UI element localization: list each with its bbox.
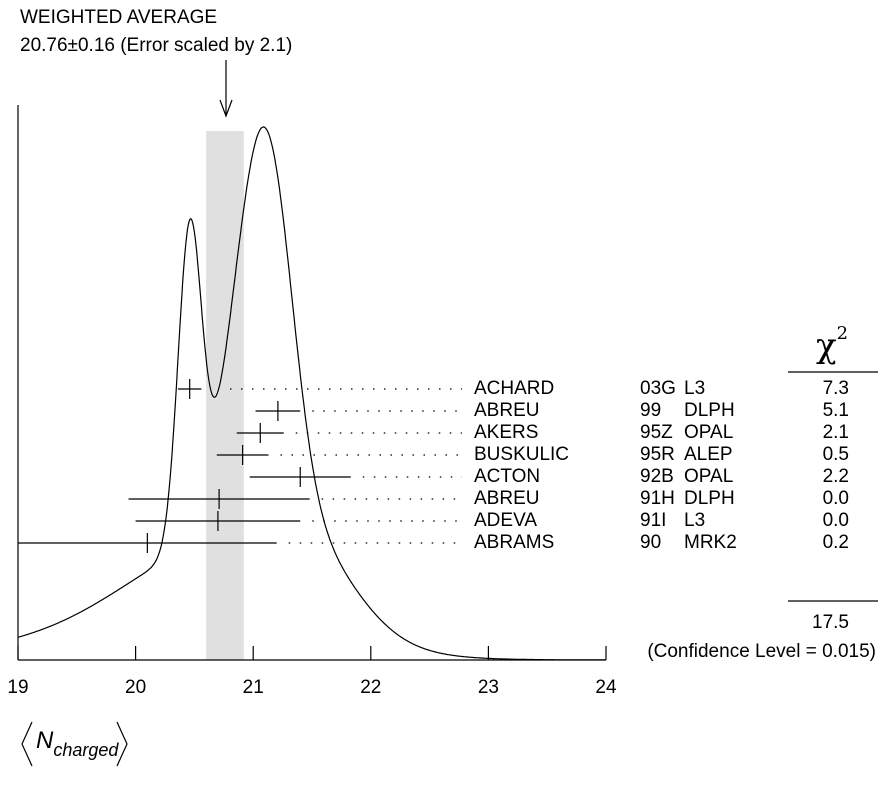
measurement-experiment: L3 — [684, 510, 705, 531]
measurement-name: AKERS — [474, 422, 538, 443]
measurement-name: ACTON — [474, 466, 540, 487]
average-arrow-head — [219, 99, 233, 118]
measurement-chi2: 5.1 — [823, 400, 849, 421]
chart-title: WEIGHTED AVERAGE — [20, 7, 217, 28]
measurement-experiment: DLPH — [684, 400, 735, 421]
x-tick-label: 20 — [125, 677, 146, 698]
measurement-experiment: OPAL — [684, 466, 733, 487]
measurement-name: ABRAMS — [474, 532, 554, 553]
measurement-ref: 95Z — [640, 422, 673, 443]
chi2-total: 17.5 — [812, 612, 849, 633]
x-tick-label: 21 — [243, 677, 264, 698]
measurement-chi2: 0.2 — [823, 532, 849, 553]
measurement-ref: 99 — [640, 400, 661, 421]
measurement-ref: 92B — [640, 466, 674, 487]
average-band — [206, 131, 244, 660]
measurement-ref: 90 — [640, 532, 661, 553]
x-tick-label: 19 — [7, 677, 28, 698]
x-label-sub: charged — [53, 740, 119, 760]
measurement-chi2: 2.2 — [823, 466, 849, 487]
measurement-experiment: L3 — [684, 378, 705, 399]
measurement-name: ACHARD — [474, 378, 554, 399]
measurement-name: ABREU — [474, 488, 539, 509]
measurement-ref: 91I — [640, 510, 666, 531]
x-tick-label: 23 — [478, 677, 499, 698]
measurement-ref: 95R — [640, 444, 675, 465]
measurement-chi2: 2.1 — [823, 422, 849, 443]
measurement-experiment: OPAL — [684, 422, 733, 443]
chi2-header: χ2 — [816, 323, 848, 366]
bracket-right — [116, 721, 128, 767]
bracket-left — [21, 721, 33, 767]
x-axis-label: Ncharged — [36, 727, 119, 759]
chi2-symbol: χ — [816, 326, 837, 366]
measurement-chi2: 0.5 — [823, 444, 849, 465]
measurement-name: ABREU — [474, 400, 539, 421]
measurement-experiment: MRK2 — [684, 532, 737, 553]
chart-subtitle: 20.76±0.16 (Error scaled by 2.1) — [20, 35, 292, 56]
measurement-experiment: DLPH — [684, 488, 735, 509]
chi2-sup: 2 — [837, 323, 848, 344]
measurement-ref: 03G — [640, 378, 676, 399]
x-tick-label: 22 — [360, 677, 381, 698]
measurement-experiment: ALEP — [684, 444, 733, 465]
measurement-chi2: 0.0 — [823, 488, 849, 509]
measurement-name: BUSKULIC — [474, 444, 569, 465]
x-tick-label: 24 — [595, 677, 617, 698]
measurement-chi2: 0.0 — [823, 510, 849, 531]
x-label-main: N — [36, 727, 54, 754]
ideogram-curve — [17, 126, 606, 661]
measurement-name: ADEVA — [474, 510, 537, 531]
confidence-level: (Confidence Level = 0.015) — [647, 641, 876, 662]
measurement-ref: 91H — [640, 488, 675, 509]
measurement-chi2: 7.3 — [823, 378, 849, 399]
